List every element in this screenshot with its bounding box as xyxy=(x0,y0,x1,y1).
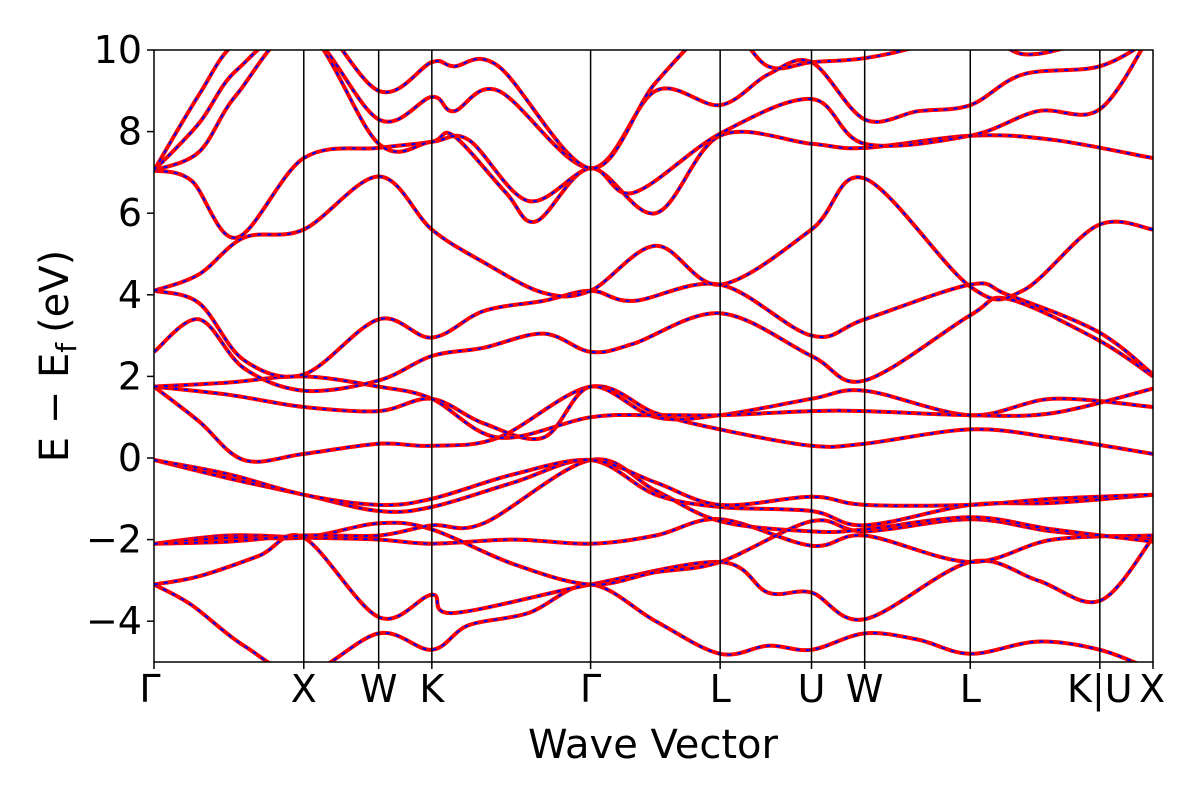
band-wannier-3 xyxy=(154,518,1153,564)
x-tick-label-10: X xyxy=(1139,667,1165,711)
y-tick-label-5: 6 xyxy=(118,191,142,235)
x-tick-label-0: Γ xyxy=(139,667,160,711)
band-dft-14 xyxy=(154,129,1153,240)
y-axis-label-subscript: f xyxy=(50,342,83,353)
x-tick-label-4: Γ xyxy=(580,667,601,711)
x-tick-label-5: L xyxy=(710,667,731,711)
y-tick-label-3: 2 xyxy=(118,354,142,398)
band-dft-8 xyxy=(154,384,1153,464)
y-axis-label: E − Ef (eV) xyxy=(32,250,83,463)
band-wannier-7 xyxy=(154,458,1153,507)
y-tick-label-7: 10 xyxy=(94,28,142,72)
x-tick-label-3: K xyxy=(419,667,445,711)
band-wannier-11 xyxy=(154,296,1153,393)
y-axis-label-unit: (eV) xyxy=(32,250,78,333)
band-wannier-13 xyxy=(154,175,1153,301)
x-tick-label-1: X xyxy=(291,667,317,711)
kpoint-divider-lines xyxy=(303,50,1101,662)
band-wannier-17 xyxy=(154,50,1061,171)
y-tick-label-4: 4 xyxy=(118,273,142,317)
y-axis-ticks: −4 −2 0 2 4 6 8 10 xyxy=(86,28,154,643)
x-tick-label-7: W xyxy=(846,667,884,711)
y-tick-label-0: −4 xyxy=(86,599,142,643)
y-axis-label-main: E − E xyxy=(32,353,78,463)
y-tick-label-2: 0 xyxy=(118,436,142,480)
x-tick-label-9: K|U xyxy=(1067,667,1133,712)
y-tick-label-6: 8 xyxy=(118,110,142,154)
x-tick-label-2: W xyxy=(360,667,398,711)
x-axis-ticks: Γ X W K Γ L U W L K|U X xyxy=(139,662,1165,712)
band-wannier-12 xyxy=(154,282,1153,378)
x-axis-label: Wave Vector xyxy=(528,722,779,768)
x-tick-label-8: L xyxy=(960,667,981,711)
band-wannier-15 xyxy=(154,50,1143,203)
x-tick-label-6: U xyxy=(798,667,826,711)
y-tick-label-1: −2 xyxy=(86,518,142,562)
plot-frame xyxy=(153,49,1154,663)
